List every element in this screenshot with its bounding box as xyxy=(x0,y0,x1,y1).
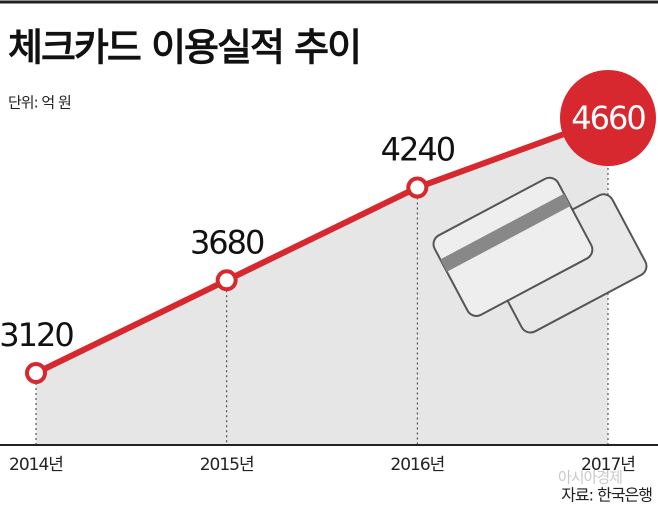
x-tick-label: 2014년 xyxy=(9,455,63,475)
chart-title: 체크카드 이용실적 추이 xyxy=(8,26,360,70)
point xyxy=(25,362,47,384)
x-tick-label: 2015년 xyxy=(200,455,254,475)
x-tick-label: 2016년 xyxy=(390,455,444,475)
source: 자료: 한국은행 xyxy=(561,486,652,505)
watermark: 아시아경제 xyxy=(558,469,622,487)
value-label: 4240 xyxy=(381,131,455,169)
area xyxy=(36,118,608,445)
point xyxy=(406,176,429,199)
value-label: 3120 xyxy=(0,316,73,354)
card-stripe xyxy=(440,193,571,272)
plot-area: 3120 3680 4240 4660 xyxy=(0,70,656,445)
x-tick-label: 2017년 xyxy=(581,455,635,475)
highlight-point xyxy=(560,70,656,166)
line xyxy=(34,115,610,376)
card-illustration xyxy=(432,176,648,334)
value-label: 3680 xyxy=(190,223,264,261)
unit-label: 단위: 억 원 xyxy=(8,94,71,112)
value-label: 4660 xyxy=(571,99,645,137)
point xyxy=(215,269,238,292)
